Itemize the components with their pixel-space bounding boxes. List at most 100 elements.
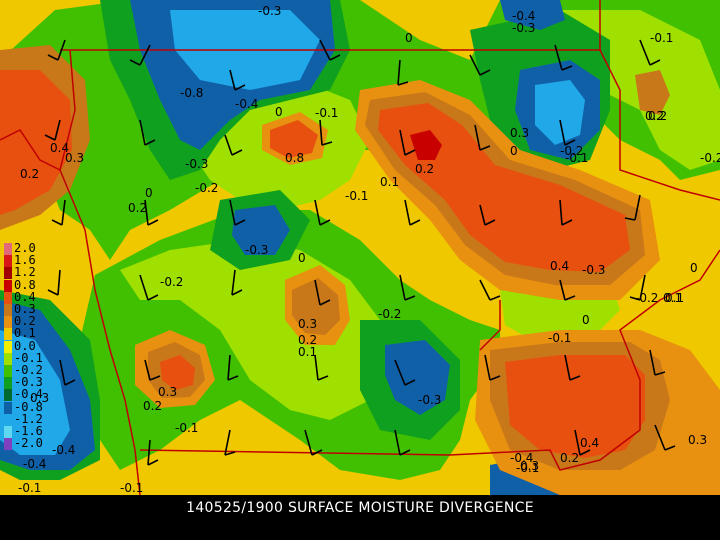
wind-barbs (44, 39, 676, 466)
contour-labels: -0.3 -0.4-0.30 -0.1-0.8-0.40 -0.10.30.20.4 0… (18, 4, 720, 495)
wind-barb (559, 119, 576, 146)
legend-swatch (4, 426, 12, 438)
contour-label: 0 (145, 186, 153, 200)
state-line-4 (599, 49, 720, 201)
state-line-6 (479, 300, 501, 351)
wind-barb (574, 429, 591, 456)
contour-label: -0.2 (700, 151, 720, 165)
wind-barb (394, 359, 416, 386)
legend-entry: 2.0 (2, 241, 62, 255)
contour-label: -0.2 (378, 307, 401, 321)
field-red-max-mid (292, 278, 340, 335)
legend-swatch (4, 279, 12, 292)
state-line-3 (139, 249, 720, 471)
legend-entry: 0.4 (2, 290, 62, 304)
contour-label: -0.4 (510, 451, 533, 465)
moisture-divergence-map: -0.3 -0.4-0.30 -0.1-0.8-0.40 -0.10.30.20.4 0… (0, 0, 720, 495)
wind-barb (394, 429, 411, 456)
wind-barb (304, 429, 323, 456)
legend-swatch (4, 255, 12, 268)
wind-barb (639, 39, 661, 66)
legend-swatch (4, 291, 12, 304)
field-cyan-min-2 (535, 80, 585, 145)
contour-label: -0.3 (245, 243, 268, 257)
contour-label: -0.1 (175, 421, 198, 435)
legend-entry: -1.2 (2, 411, 62, 426)
contour-label: -0.1 (18, 481, 41, 495)
field-blue-min-4 (385, 340, 450, 415)
wind-barb (229, 199, 246, 226)
field-red-max-north (270, 120, 318, 158)
contour-label: 0.8 (285, 151, 304, 165)
wind-barb (319, 39, 341, 61)
legend-entry: 0.8 (2, 277, 62, 292)
contour-label: 0.3 (510, 126, 529, 140)
field-blue-min-3 (232, 205, 290, 255)
contour-label: 0 (582, 313, 590, 327)
legend-entry: 0.1 (2, 326, 62, 341)
wind-barb (231, 269, 243, 296)
legend-label: 1.2 (14, 265, 36, 280)
legend-label: 2.0 (14, 241, 36, 255)
wind-barb (469, 54, 491, 76)
legend-entry: -0.2 (2, 364, 62, 377)
legend-entry: -0.8 (2, 399, 62, 414)
legend-swatch (4, 389, 12, 402)
contour-label: 0.2 (20, 167, 39, 181)
legend-swatch (4, 352, 12, 365)
wind-barb (47, 269, 61, 296)
wind-barb (654, 424, 676, 451)
wind-barb (554, 44, 573, 71)
contour-label: -0.1 (120, 481, 143, 495)
contour-label: 0.2 (648, 109, 667, 123)
legend-swatch (4, 401, 12, 414)
contour-label: -0.1 (650, 31, 673, 45)
legend-label: 0.0 (14, 338, 36, 353)
wind-barb (129, 44, 151, 66)
wind-barb (484, 354, 501, 381)
contour-label: -0.1 (565, 151, 588, 165)
contour-label: 0.3 (520, 459, 539, 473)
contour-label: -0.2 (160, 275, 183, 289)
contour-label: -0.1 (315, 106, 338, 120)
legend-label: -1.2 (14, 411, 43, 426)
legend-label: -0.4 (14, 387, 43, 402)
legend-entry: -1.6 (2, 425, 62, 438)
legend-label: 0.8 (14, 277, 36, 292)
contour-label: 0.3 (298, 317, 317, 331)
contour-label: 0.2 (298, 333, 317, 347)
contour-label: -0.3 (418, 393, 441, 407)
legend-swatch (4, 328, 12, 341)
wind-barb (399, 129, 416, 156)
legend-entry: -0.3 (2, 376, 62, 390)
field-darkred-max-center (410, 130, 442, 160)
contour-label: 0.1 (380, 175, 399, 189)
legend-entry: 1.6 (2, 254, 62, 268)
contour-label: 0.4 (580, 436, 599, 450)
wind-barb (624, 194, 641, 221)
legend-label: 0.3 (14, 302, 36, 316)
legend-label: 0.1 (14, 326, 36, 341)
contour-label: 0.2 (560, 451, 579, 465)
legend-swatch (4, 413, 12, 426)
contour-label: -0.4 (52, 443, 75, 457)
wind-barb (51, 199, 66, 226)
contour-label: 0.2 (415, 162, 434, 176)
field-orange-max-ne (635, 70, 670, 115)
contour-label: -0.1 (548, 331, 571, 345)
legend-label: 0.2 (14, 314, 36, 329)
contour-label: -0.4 (235, 97, 258, 111)
legend-label: -0.8 (14, 399, 43, 414)
legend-entry: -2.0 (2, 437, 62, 451)
contour-label: 0.2 (143, 399, 162, 413)
wind-barb (564, 354, 581, 381)
wind-barb (47, 39, 66, 61)
wind-barb (474, 124, 491, 151)
state-boundaries (0, 0, 720, 495)
contour-label: -0.1 (516, 461, 539, 475)
contour-label: -0.4 (512, 9, 535, 23)
legend-entry: -0.4 (2, 387, 62, 402)
wind-barb (559, 279, 576, 301)
wind-barb (224, 134, 243, 156)
state-line-5 (0, 129, 61, 171)
